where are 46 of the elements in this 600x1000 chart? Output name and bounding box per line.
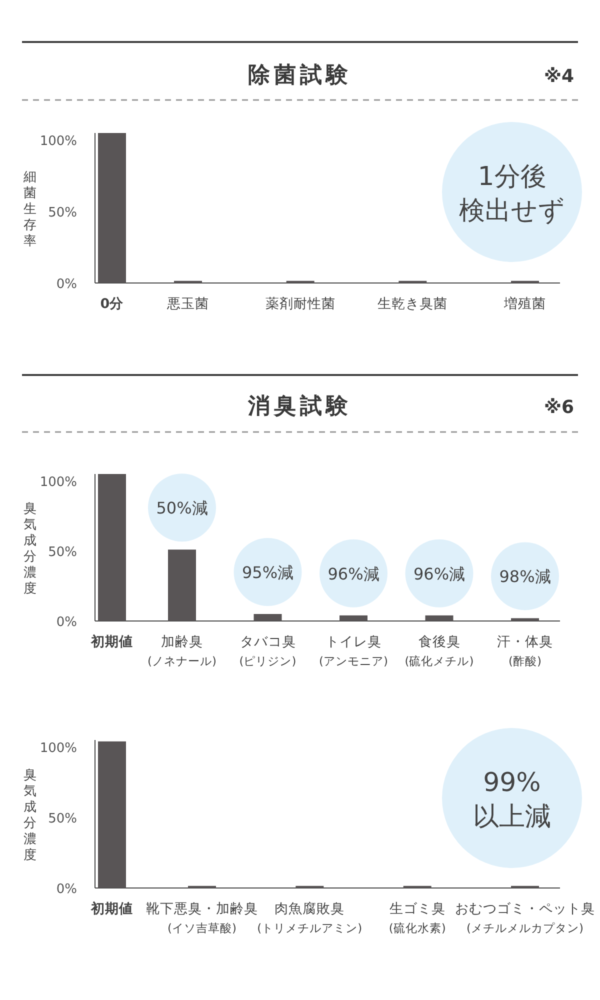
x-tick-label: 汗・体臭 (酢酸) (497, 634, 553, 668)
y-tick-label: 100% (40, 741, 77, 756)
y-tick-label: 100% (40, 134, 77, 150)
x-tick-label: 生ゴミ臭 (硫化水素) (388, 901, 446, 935)
chart-title: 消臭試験 (247, 394, 352, 419)
chart-title: 除菌試験 (248, 63, 352, 88)
y-axis-title: 臭気成分濃度 (24, 768, 36, 863)
y-tick-label: 50% (48, 812, 77, 827)
y-axis-title: 臭気成分濃度 (24, 502, 36, 596)
x-tick-label: 加齢臭 (ノネナール) (148, 634, 216, 668)
x-tick-label: 0分 (100, 296, 125, 312)
y-tick-label: 100% (40, 475, 77, 490)
annotation: 95%減 (242, 563, 294, 582)
y-tick-label: 0% (56, 615, 77, 630)
bar (168, 550, 196, 621)
annotation: 98%減 (499, 567, 551, 586)
x-tick-label: タバコ臭 (ピリジン) (239, 634, 296, 668)
bar (254, 614, 282, 621)
x-tick-label: おむつゴミ・ペット臭 (メチルメルカプタン) (455, 901, 595, 935)
annotation: 検出せず (459, 196, 565, 226)
y-axis-title: 細菌生存率 (22, 170, 36, 249)
x-tick-label: 増殖菌 (503, 295, 546, 312)
x-tick-label: 初期値 (90, 633, 133, 650)
annotation: 96%減 (328, 564, 380, 584)
x-tick-label: 悪玉菌 (166, 296, 209, 312)
annotation: 50%減 (156, 498, 208, 518)
y-tick-label: 50% (48, 206, 77, 221)
chart-subtitle: ※4 (544, 66, 574, 87)
bar (511, 618, 539, 621)
x-tick-label: 生乾き臭菌 (378, 296, 448, 312)
annotation: 96%減 (413, 564, 466, 584)
x-tick-label: 肉魚腐敗臭 (トリメチルアミン) (257, 901, 362, 935)
bar (340, 615, 368, 621)
x-tick-label: 靴下悪臭・加齢臭 (イソ吉草酸) (146, 901, 258, 935)
y-tick-label: 0% (56, 882, 77, 897)
x-tick-label: トイレ臭 (アンモニア) (319, 634, 388, 668)
chart-subtitle: ※6 (544, 397, 574, 418)
x-tick-label: 薬剤耐性菌 (265, 296, 336, 312)
x-tick-label: 初期値 (90, 900, 133, 917)
annotation: 99% (483, 768, 541, 798)
annotation: 1分後 (478, 162, 546, 192)
y-tick-label: 0% (56, 277, 77, 292)
bar (425, 615, 454, 621)
y-tick-label: 50% (48, 545, 77, 560)
x-tick-label: 食後臭 (硫化メチル) (404, 634, 474, 668)
annotation: 以上減 (473, 802, 551, 832)
